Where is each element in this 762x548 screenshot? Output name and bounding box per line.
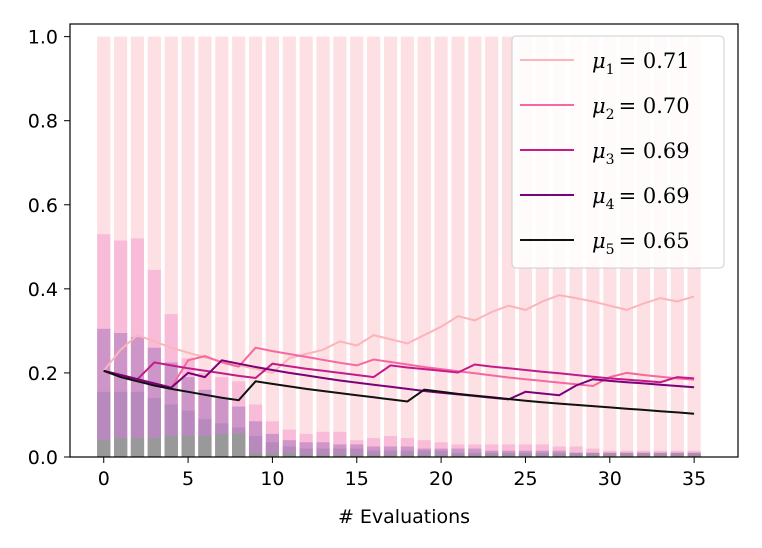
bar-layer4-21 [451, 454, 465, 457]
series-line-3 [103, 361, 695, 384]
bar-background-9 [248, 36, 263, 458]
bar-layer4-11 [282, 452, 296, 457]
series-line-5 [103, 369, 695, 415]
y-tick-label-2: 0.4 [28, 279, 58, 301]
bar-layer3-13 [316, 448, 330, 457]
bar-layer4-26 [535, 454, 549, 457]
bar-layer4-17 [383, 454, 398, 457]
bar-layer4-10 [265, 452, 280, 457]
bar-layer4-29 [586, 454, 600, 457]
bar-layer4-32 [636, 454, 651, 457]
x-tick-label-0: 0 [98, 468, 110, 490]
bar-layer4-6 [198, 435, 212, 457]
bar-layer1-28 [569, 446, 583, 457]
bar-layer4-18 [400, 454, 414, 457]
x-tick-label-10: 10 [260, 468, 284, 490]
bar-layer4-33 [653, 454, 667, 457]
bar-layer4-25 [518, 454, 533, 457]
bar-background-6 [198, 36, 212, 458]
bar-layer4-9 [248, 452, 263, 457]
bar-layer4-24 [502, 454, 516, 457]
bar-layer3-20 [434, 450, 448, 457]
bar-layer4-16 [367, 454, 381, 457]
series-line-2 [103, 346, 695, 389]
bar-layer3-17 [383, 450, 398, 457]
bar-layer4-14 [333, 454, 347, 457]
y-tick-label-5: 1.0 [28, 27, 58, 49]
lines-layer [102, 294, 695, 415]
bar-background-11 [282, 36, 296, 458]
y-axis: 0.0 0.2 0.4 0.6 0.8 1.0 [28, 27, 70, 469]
x-tick-label-5: 5 [182, 468, 194, 490]
bar-layer3-12 [299, 448, 313, 457]
y-tick-label-1: 0.2 [28, 363, 58, 385]
x-axis-label: # Evaluations [338, 506, 470, 528]
x-tick-label-25: 25 [513, 468, 537, 490]
legend-label-3: μ3 = 0.69 [592, 139, 690, 168]
series-line-4 [103, 359, 695, 401]
bar-layer4-0 [97, 440, 111, 457]
x-tick-label-15: 15 [345, 468, 369, 490]
bar-layer4-4 [164, 435, 178, 457]
bar-background-16 [367, 36, 381, 458]
bar-background-18 [400, 36, 414, 458]
bar-background-23 [485, 36, 499, 458]
y-tick-label-3: 0.6 [28, 195, 58, 217]
bar-layer4-27 [552, 454, 566, 457]
bar-background-8 [232, 36, 246, 458]
bar-layer4-30 [603, 454, 617, 457]
bar-layer4-15 [350, 454, 364, 457]
bars-layer [97, 36, 701, 458]
x-tick-label-20: 20 [429, 468, 453, 490]
bar-background-10 [265, 36, 280, 458]
bar-background-12 [299, 36, 313, 458]
bar-background-15 [350, 36, 364, 458]
legend-label-1: μ1 = 0.71 [592, 49, 690, 78]
bar-background-17 [383, 36, 398, 458]
bar-layer4-23 [485, 454, 499, 457]
bar-layer3-14 [333, 448, 347, 457]
bar-layer4-13 [316, 454, 330, 457]
bar-layer4-8 [232, 433, 246, 457]
bar-layer3-18 [400, 450, 414, 457]
y-tick-label-4: 0.8 [28, 111, 58, 133]
bar-background-13 [316, 36, 330, 458]
bar-layer4-19 [417, 454, 431, 457]
y-tick-label-0: 0.0 [28, 447, 58, 469]
legend-box [511, 35, 725, 269]
x-tick-label-30: 30 [598, 468, 622, 490]
bar-layer4-34 [670, 454, 684, 457]
bar-layer3-19 [417, 450, 431, 457]
bar-layer4-28 [569, 454, 583, 457]
bar-layer3-9 [248, 435, 263, 457]
bar-layer3-11 [282, 446, 296, 457]
legend-label-2: μ2 = 0.70 [592, 94, 690, 123]
legend: μ1 = 0.71 μ2 = 0.70 μ3 = 0.69 μ4 = 0.69 μ5 = 0.65 [511, 35, 725, 269]
bar-layer4-2 [130, 438, 145, 457]
bar-layer3-15 [350, 448, 364, 457]
bar-layer4-35 [687, 454, 701, 457]
bar-layer4-7 [215, 433, 229, 457]
bar-background-19 [417, 36, 431, 458]
legend-label-4: μ4 = 0.69 [592, 184, 690, 213]
bar-layer4-31 [620, 454, 634, 457]
x-axis: 0 5 10 15 20 25 30 35 [98, 457, 706, 490]
bar-layer4-5 [181, 435, 195, 457]
bar-layer4-1 [114, 438, 128, 457]
legend-label-5: μ5 = 0.65 [592, 229, 690, 258]
bar-layer4-12 [299, 454, 313, 457]
bar-background-21 [451, 36, 465, 458]
bar-background-22 [468, 36, 482, 458]
plot-frame [69, 23, 739, 458]
bar-background-7 [215, 36, 229, 458]
bar-layer4-22 [468, 454, 482, 457]
bar-background-14 [333, 36, 347, 458]
bar-background-20 [434, 36, 448, 458]
bar-layer4-20 [434, 454, 448, 457]
bar-layer4-3 [147, 438, 161, 457]
bar-layer3-16 [367, 450, 381, 457]
x-tick-label-35: 35 [682, 468, 706, 490]
